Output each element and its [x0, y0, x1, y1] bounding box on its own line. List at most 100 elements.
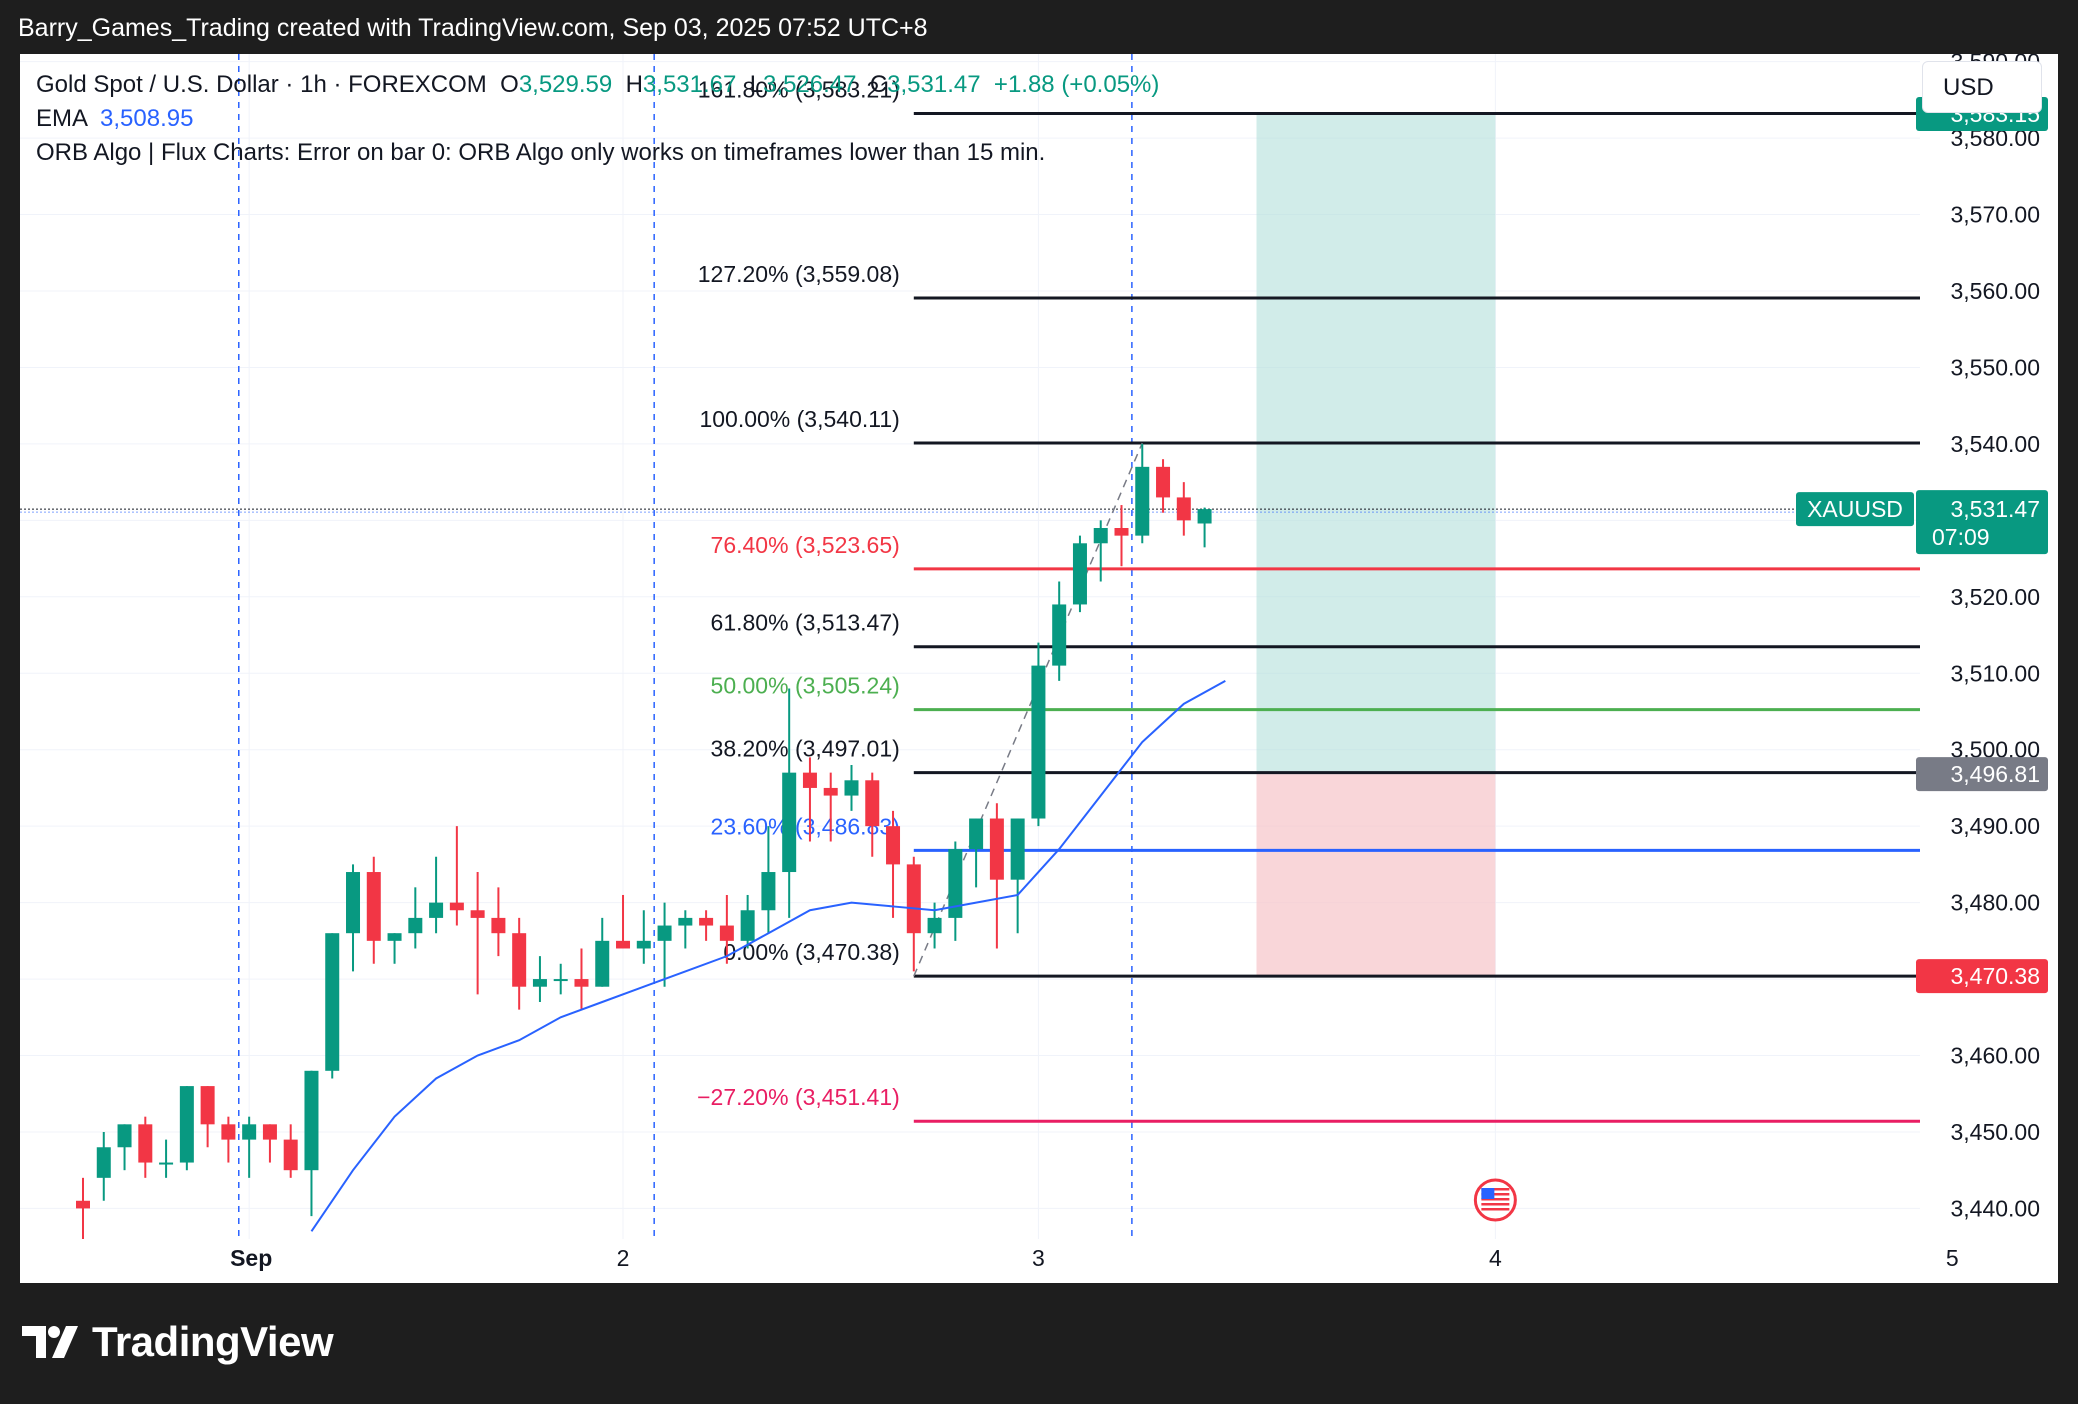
candle-body	[865, 780, 880, 827]
price-tag	[1916, 959, 2048, 994]
price-axis-tick-label: 3,550.00	[1950, 354, 2040, 380]
candle-body	[491, 917, 506, 934]
candle-body	[221, 1124, 236, 1140]
fib-level-label: 61.80% (3,513.47)	[711, 610, 900, 636]
fib-level-label: 127.20% (3,559.08)	[698, 261, 900, 287]
candle-body	[1072, 543, 1087, 605]
candle-body	[1093, 528, 1108, 544]
tradingview-logo-icon	[22, 1326, 78, 1358]
price-axis-tick-label: 3,440.00	[1950, 1195, 2040, 1221]
chart-legend: Gold Spot / U.S. Dollar · 1h · FOREXCOM …	[36, 68, 1159, 170]
candle-body	[1135, 466, 1150, 536]
legend-close-label: C	[869, 71, 888, 98]
candle-body	[574, 979, 589, 987]
candle-body	[844, 780, 859, 796]
candle-body	[346, 872, 361, 934]
fib-level-label: 50.00% (3,505.24)	[711, 673, 900, 699]
time-axis-tick-label: 5	[1946, 1245, 1959, 1271]
position-loss-zone	[1256, 774, 1496, 977]
candle-body	[823, 787, 838, 796]
legend-indicator-error: ORB Algo | Flux Charts: Error on bar 0: …	[36, 139, 1046, 166]
price-axis	[1920, 54, 2058, 1283]
candle-body	[138, 1124, 153, 1163]
candle-body	[948, 849, 963, 918]
currency-selector-button[interactable]: USD	[1922, 61, 2042, 113]
last-price-tag	[1916, 490, 2048, 555]
price-axis-tick-label: 3,450.00	[1950, 1119, 2040, 1145]
candle-body	[283, 1139, 298, 1171]
candle-body	[179, 1086, 194, 1163]
candle-body	[740, 910, 755, 941]
chart-attribution: Barry_Games_Trading created with Trading…	[18, 14, 928, 42]
time-axis-tick-label: 4	[1489, 1245, 1502, 1271]
symbol-badge-label: XAUUSD	[1807, 496, 1903, 522]
tradingview-wordmark: TradingView	[92, 1318, 334, 1365]
candle-body	[532, 979, 547, 987]
candle-body	[159, 1162, 174, 1165]
legend-ema-value: 3,508.95	[100, 105, 194, 132]
price-axis-tick-label: 3,480.00	[1950, 890, 2040, 916]
candle-body	[512, 933, 527, 987]
legend-close: 3,531.47	[887, 71, 981, 98]
last-price-value: 3,531.47	[1950, 496, 2040, 522]
candle-body	[1114, 528, 1129, 536]
legend-symbol: Gold Spot / U.S. Dollar · 1h · FOREXCOM	[36, 71, 487, 98]
candle-body	[1197, 509, 1212, 524]
candle-body	[969, 818, 984, 850]
candlestick-chart[interactable]: 161.80% (3,583.21) 127.20% (3,559.08) 100.…	[20, 54, 2058, 1283]
candle-body	[200, 1086, 215, 1125]
legend-open: 3,529.59	[518, 71, 613, 98]
candle-body	[802, 772, 817, 788]
price-axis-tick-label: 3,560.00	[1950, 278, 2040, 304]
fib-level-label: 38.20% (3,497.01)	[711, 736, 900, 762]
candle-body	[761, 872, 776, 911]
fib-level-label: 100.00% (3,540.11)	[699, 406, 899, 432]
candle-body	[636, 940, 651, 949]
candle-body	[699, 917, 714, 926]
legend-low-label: L	[749, 71, 764, 98]
time-axis-tick-label: 3	[1032, 1245, 1045, 1271]
price-axis-tick-label: 3,460.00	[1950, 1043, 2040, 1069]
chart-panel[interactable]: 161.80% (3,583.21) 127.20% (3,559.08) 100.…	[20, 54, 2058, 1283]
price-axis-tick-label: 3,570.00	[1950, 202, 2040, 228]
candle-body	[408, 917, 423, 934]
candle-body	[387, 933, 402, 941]
legend-symbol-row[interactable]: Gold Spot / U.S. Dollar · 1h · FOREXCOM …	[36, 68, 1159, 102]
candle-body	[325, 933, 340, 1071]
footer-branding: TradingView	[22, 1318, 334, 1366]
candle-body	[678, 917, 693, 926]
price-tag-label: 3,496.81	[1950, 761, 2040, 787]
candle-body	[1052, 604, 1067, 666]
price-axis-tick-label: 3,490.00	[1950, 813, 2040, 839]
candle-body	[989, 818, 1004, 880]
candle-body	[886, 826, 901, 865]
us-flag-event-icon	[1473, 1178, 1517, 1222]
legend-high: 3,531.67	[642, 71, 737, 98]
candle-body	[1031, 665, 1046, 819]
candle-body	[616, 940, 631, 949]
legend-ema-row[interactable]: EMA 3,508.95	[36, 102, 1159, 136]
price-tag-label: 3,470.38	[1950, 963, 2040, 989]
time-axis-tick-label: Sep	[230, 1245, 272, 1271]
candle-body	[657, 925, 672, 941]
candle-body	[1156, 466, 1171, 498]
candle-body	[242, 1124, 257, 1140]
price-axis-tick-label: 3,520.00	[1950, 584, 2040, 610]
candle-body	[96, 1147, 111, 1178]
legend-open-label: O	[500, 71, 519, 98]
price-axis-tick-label: 3,540.00	[1950, 431, 2040, 457]
legend-high-label: H	[625, 71, 643, 98]
candle-body	[782, 772, 797, 873]
candle-body	[470, 910, 485, 918]
candle-body	[1176, 497, 1191, 521]
candle-body	[304, 1070, 319, 1171]
time-axis-tick-label: 2	[617, 1245, 630, 1271]
legend-ema-label: EMA	[36, 105, 87, 132]
candle-body	[906, 864, 921, 934]
candle-body	[449, 902, 464, 911]
ema-line	[310, 680, 1226, 1232]
candle-body	[366, 872, 381, 941]
price-axis-tick-label: 3,510.00	[1950, 660, 2040, 686]
candle-body	[553, 979, 568, 982]
bar-countdown: 07:09	[1932, 524, 1990, 550]
